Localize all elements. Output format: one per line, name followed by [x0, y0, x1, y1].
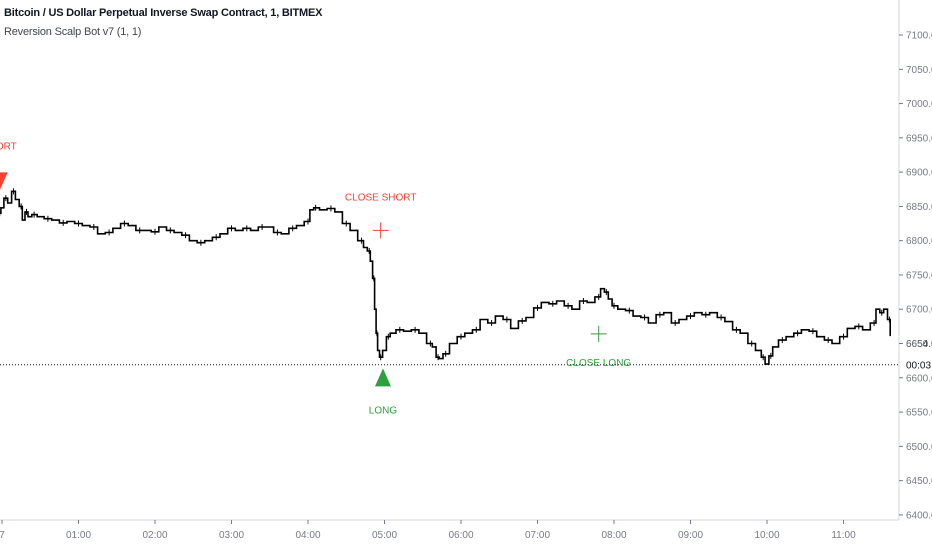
- x-tick-label: 03:00: [219, 530, 244, 541]
- y-tick-label: 6550.0: [906, 408, 932, 419]
- x-tick-label: 01:00: [66, 530, 91, 541]
- x-tick-label: 05:00: [372, 530, 397, 541]
- price-series-line: [0, 190, 891, 365]
- chart-title: Bitcoin / US Dollar Perpetual Inverse Sw…: [4, 7, 323, 19]
- short-signal-label: HORT: [0, 141, 17, 152]
- y-tick-label: 6500.0: [906, 442, 932, 453]
- x-tick-label: 08:00: [601, 530, 626, 541]
- y-tick-label: 6450.0: [906, 476, 932, 487]
- close-long-label: CLOSE LONG: [566, 358, 631, 369]
- y-tick-label: 6850.0: [906, 202, 932, 213]
- long-signal-label: LONG: [369, 405, 398, 416]
- y-tick-label: 7050.0: [906, 65, 932, 76]
- y-tick-label: 6750.0: [906, 270, 932, 281]
- close-short-label: CLOSE SHORT: [345, 192, 417, 203]
- x-tick-label: 06:00: [448, 530, 473, 541]
- y-tick-label: 7100.0: [906, 31, 932, 42]
- x-tick-label: 10:00: [754, 530, 779, 541]
- last-price-label-bg: [899, 335, 932, 351]
- x-tick-label: 04:00: [295, 530, 320, 541]
- x-tick-label: 7: [0, 530, 5, 541]
- short-signal-marker: [0, 172, 8, 190]
- y-tick-label: 6700.0: [906, 305, 932, 316]
- current-price-label: 00:03: [906, 360, 931, 371]
- y-tick-label: 6650.0: [906, 339, 932, 350]
- current-price-label-bg: [899, 356, 932, 372]
- y-tick-label: 6600.0: [906, 373, 932, 384]
- y-tick-label: 7000.0: [906, 99, 932, 110]
- y-tick-label: 6800.0: [906, 236, 932, 247]
- y-tick-label: 6900.0: [906, 168, 932, 179]
- y-tick-label: 6950.0: [906, 133, 932, 144]
- x-tick-label: 11:00: [831, 530, 856, 541]
- x-tick-label: 02:00: [142, 530, 167, 541]
- indicator-label[interactable]: Reversion Scalp Bot v7 (1, 1): [4, 26, 142, 38]
- x-tick-label: 07:00: [525, 530, 550, 541]
- last-price-label: 6654.0: [906, 339, 932, 350]
- y-tick-label: 6400.0: [906, 510, 932, 521]
- long-signal-marker: [374, 368, 391, 387]
- x-tick-label: 09:00: [678, 530, 703, 541]
